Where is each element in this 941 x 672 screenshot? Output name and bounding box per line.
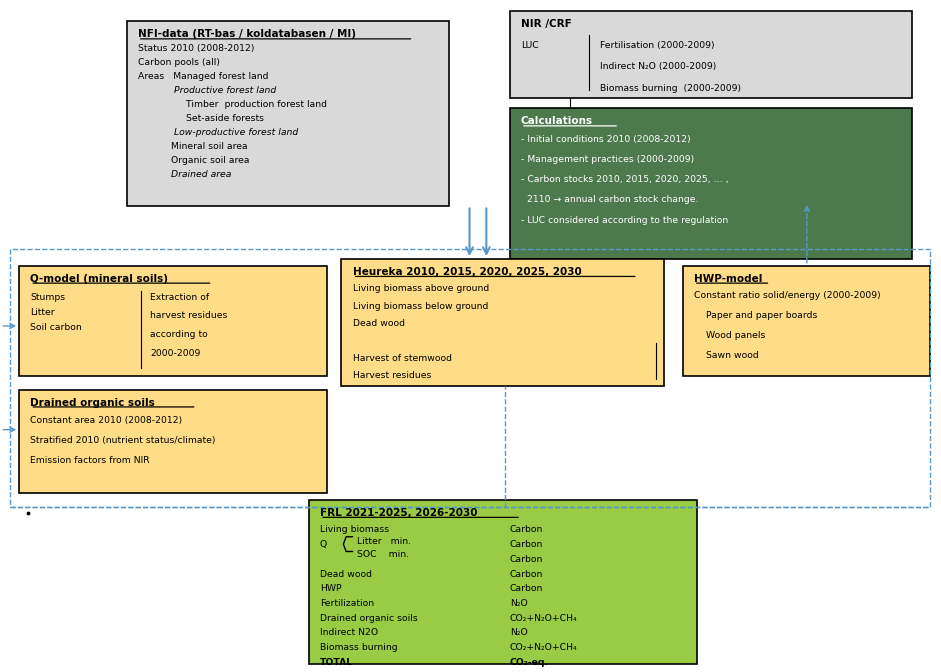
Text: Drained organic soils: Drained organic soils xyxy=(30,398,155,408)
Text: Harvest residues: Harvest residues xyxy=(353,372,431,380)
Text: CO₂+N₂O+CH₄: CO₂+N₂O+CH₄ xyxy=(510,614,578,623)
Text: Areas   Managed forest land: Areas Managed forest land xyxy=(137,72,268,81)
Text: SOC    min.: SOC min. xyxy=(358,550,409,559)
Text: Calculations: Calculations xyxy=(521,116,593,126)
Text: Dead wood: Dead wood xyxy=(353,319,405,328)
Text: LUC: LUC xyxy=(521,41,538,50)
Text: Carbon: Carbon xyxy=(510,584,543,593)
Text: Indirect N2O: Indirect N2O xyxy=(320,628,378,638)
Bar xyxy=(682,265,931,376)
Text: Harvest of stemwood: Harvest of stemwood xyxy=(353,354,452,363)
Text: Wood panels: Wood panels xyxy=(694,331,765,340)
Text: Sawn wood: Sawn wood xyxy=(694,351,758,360)
Text: Timber  production forest land: Timber production forest land xyxy=(137,99,327,109)
Text: harvest residues: harvest residues xyxy=(150,311,228,321)
Text: Litter: Litter xyxy=(30,308,55,317)
Text: Fertilization: Fertilization xyxy=(320,599,375,608)
Text: Biomass burning  (2000-2009): Biomass burning (2000-2009) xyxy=(600,84,742,93)
Text: according to: according to xyxy=(150,330,208,339)
Text: Heureka 2010, 2015, 2020, 2025, 2030: Heureka 2010, 2015, 2020, 2025, 2030 xyxy=(353,267,582,277)
Text: Dead wood: Dead wood xyxy=(320,570,372,579)
Text: FRL 2021-2025, 2026-2030: FRL 2021-2025, 2026-2030 xyxy=(320,508,477,518)
Text: Extraction of: Extraction of xyxy=(150,292,209,302)
Bar xyxy=(126,22,449,206)
Text: 2110 → annual carbon stock change.: 2110 → annual carbon stock change. xyxy=(521,196,698,204)
Text: Carbon pools (all): Carbon pools (all) xyxy=(137,58,219,67)
Text: TOTAL: TOTAL xyxy=(320,658,353,667)
Text: Living biomass below ground: Living biomass below ground xyxy=(353,302,488,311)
Text: Constant area 2010 (2008-2012): Constant area 2010 (2008-2012) xyxy=(30,417,183,425)
Text: - LUC considered according to the regulation: - LUC considered according to the regula… xyxy=(521,216,728,224)
Bar xyxy=(510,11,912,98)
Bar xyxy=(309,500,696,664)
Text: Soil carbon: Soil carbon xyxy=(30,323,82,332)
Text: NFI-data (RT-bas / koldatabasen / MI): NFI-data (RT-bas / koldatabasen / MI) xyxy=(137,30,356,40)
Text: NIR /CRF: NIR /CRF xyxy=(521,19,572,30)
Text: HWP-model: HWP-model xyxy=(694,274,762,284)
Text: CO₂+N₂O+CH₄: CO₂+N₂O+CH₄ xyxy=(510,643,578,652)
Text: CO₂-eq.: CO₂-eq. xyxy=(510,658,549,667)
Text: Carbon: Carbon xyxy=(510,526,543,534)
Text: Carbon: Carbon xyxy=(510,555,543,564)
Text: 2000-2009: 2000-2009 xyxy=(150,349,200,358)
Bar xyxy=(510,108,912,259)
Text: Emission factors from NIR: Emission factors from NIR xyxy=(30,456,150,466)
Text: Stumps: Stumps xyxy=(30,292,65,302)
Text: Productive forest land: Productive forest land xyxy=(137,86,276,95)
Text: Biomass burning: Biomass burning xyxy=(320,643,398,652)
Text: N₂O: N₂O xyxy=(510,628,528,638)
Text: Stratified 2010 (nutrient status/climate): Stratified 2010 (nutrient status/climate… xyxy=(30,436,215,446)
Text: - Initial conditions 2010 (2008-2012): - Initial conditions 2010 (2008-2012) xyxy=(521,135,691,144)
Text: Drained area: Drained area xyxy=(137,170,231,179)
Text: Mineral soil area: Mineral soil area xyxy=(137,142,247,151)
Text: Constant ratio solid/energy (2000-2009): Constant ratio solid/energy (2000-2009) xyxy=(694,291,881,300)
Text: Fertilisation (2000-2009): Fertilisation (2000-2009) xyxy=(600,41,715,50)
Text: Organic soil area: Organic soil area xyxy=(137,156,249,165)
Text: Paper and paper boards: Paper and paper boards xyxy=(694,311,817,321)
Bar xyxy=(9,249,931,507)
Text: - Management practices (2000-2009): - Management practices (2000-2009) xyxy=(521,155,694,165)
Text: Living biomass above ground: Living biomass above ground xyxy=(353,284,489,294)
Text: - Carbon stocks 2010, 2015, 2020, 2025, … ,: - Carbon stocks 2010, 2015, 2020, 2025, … xyxy=(521,175,728,184)
Text: Q: Q xyxy=(320,540,327,549)
Text: Carbon: Carbon xyxy=(510,570,543,579)
Text: Drained organic soils: Drained organic soils xyxy=(320,614,418,623)
Text: Carbon: Carbon xyxy=(510,540,543,549)
Text: Litter   min.: Litter min. xyxy=(358,537,411,546)
Text: Set-aside forests: Set-aside forests xyxy=(137,114,263,123)
Text: N₂O: N₂O xyxy=(510,599,528,608)
Text: Low-productive forest land: Low-productive forest land xyxy=(137,128,298,137)
Text: Indirect N₂O (2000-2009): Indirect N₂O (2000-2009) xyxy=(600,62,717,71)
Bar xyxy=(342,259,664,386)
Bar xyxy=(19,390,327,493)
Text: Status 2010 (2008-2012): Status 2010 (2008-2012) xyxy=(137,44,254,52)
Text: Living biomass: Living biomass xyxy=(320,526,390,534)
Bar xyxy=(19,265,327,376)
Text: Q-model (mineral soils): Q-model (mineral soils) xyxy=(30,274,168,284)
Text: HWP: HWP xyxy=(320,584,342,593)
